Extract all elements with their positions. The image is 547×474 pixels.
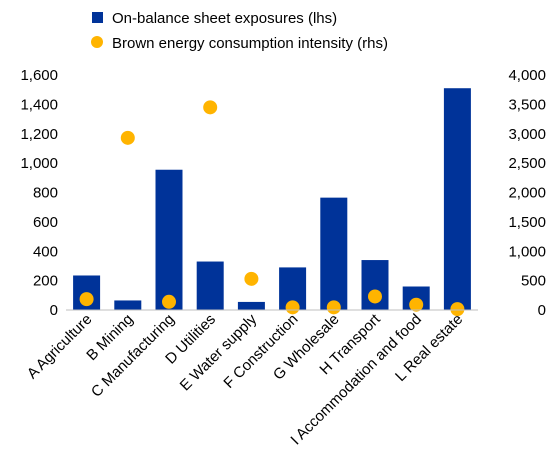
y-left-tick-label: 400: [33, 243, 58, 260]
y-left-tick-label: 1,000: [20, 155, 58, 172]
bar-series: [73, 88, 471, 310]
y-left-tick-label: 1,200: [20, 126, 58, 143]
energy-dot: [368, 289, 382, 304]
x-tick-label: A Agriculture: [24, 311, 96, 383]
energy-dot: [244, 271, 259, 286]
y-right-tick-label: 3,500: [508, 96, 546, 113]
legend-swatch-dot: [91, 36, 103, 48]
y-right-tick-label: 500: [521, 273, 546, 290]
y-left-tick-label: 600: [33, 214, 58, 231]
energy-dot: [409, 297, 424, 312]
y-left-tick-label: 0: [50, 302, 58, 319]
y-right-tick-label: 2,000: [508, 185, 546, 202]
bar: [443, 88, 471, 310]
bar: [196, 261, 224, 310]
energy-dot: [120, 130, 135, 145]
dot-series: [79, 100, 465, 317]
y-axis-left: 0 200 400 600 800 1,000 1,200 1,400 1,600: [20, 67, 58, 319]
bar: [114, 300, 142, 310]
bar: [155, 169, 183, 310]
y-left-tick-label: 800: [33, 185, 58, 202]
y-right-tick-label: 4,000: [508, 67, 546, 84]
y-left-tick-label: 1,400: [20, 96, 58, 113]
bar: [320, 197, 348, 310]
y-right-tick-label: 1,500: [508, 214, 546, 231]
y-right-tick-label: 0: [538, 302, 546, 319]
y-right-tick-label: 1,000: [508, 243, 546, 260]
legend-swatch-bar: [92, 12, 103, 23]
y-left-tick-label: 200: [33, 273, 58, 290]
y-axis-right: 0 500 1,000 1,500 2,000 2,500 3,000 3,500 4,000: [508, 67, 546, 319]
y-right-tick-label: 3,000: [508, 126, 546, 143]
y-right-tick-label: 2,500: [508, 155, 546, 172]
energy-dot: [79, 292, 94, 307]
energy-dot: [450, 302, 465, 317]
energy-dot: [285, 300, 300, 315]
energy-dot: [162, 294, 176, 309]
energy-dot: [203, 100, 218, 115]
energy-dot: [326, 300, 341, 315]
bar: [237, 301, 265, 310]
legend-label-exposures: On-balance sheet exposures (lhs): [112, 10, 337, 27]
legend: On-balance sheet exposures (lhs) Brown e…: [91, 10, 388, 52]
legend-label-energy: Brown energy consumption intensity (rhs): [112, 35, 388, 52]
y-left-tick-label: 1,600: [20, 67, 58, 84]
